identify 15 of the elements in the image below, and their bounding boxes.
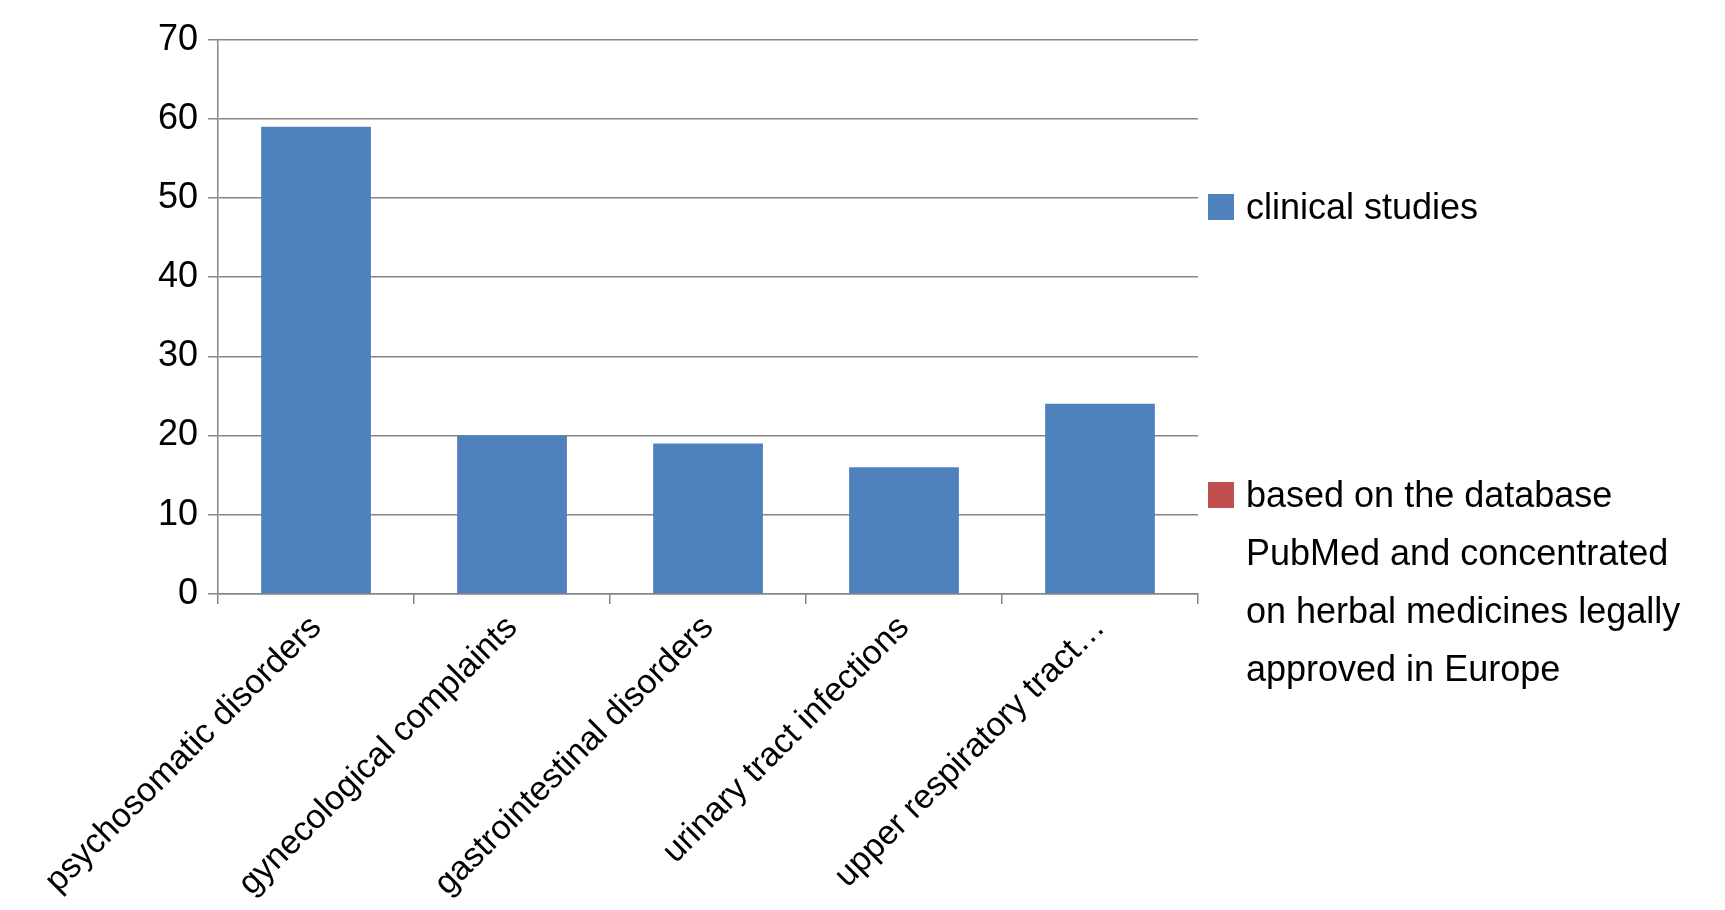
bar (1045, 403, 1155, 594)
bar (849, 467, 959, 594)
y-tick-label: 30 (158, 333, 199, 375)
y-tick-label: 0 (178, 570, 199, 612)
y-tick-label: 50 (158, 174, 199, 216)
bar (261, 126, 371, 594)
y-tick-label: 10 (158, 491, 199, 533)
y-tick-label: 70 (158, 16, 199, 58)
bar (653, 443, 763, 594)
y-tick-label: 20 (158, 412, 199, 454)
legend-label: clinical studies (1246, 185, 1480, 229)
y-tick-label: 40 (158, 254, 199, 296)
legend-label: based on the database PubMed and concentrated on herbal medicines legally approved in Europe (1246, 473, 1682, 691)
y-tick-label: 60 (158, 95, 199, 137)
bar (457, 435, 567, 594)
